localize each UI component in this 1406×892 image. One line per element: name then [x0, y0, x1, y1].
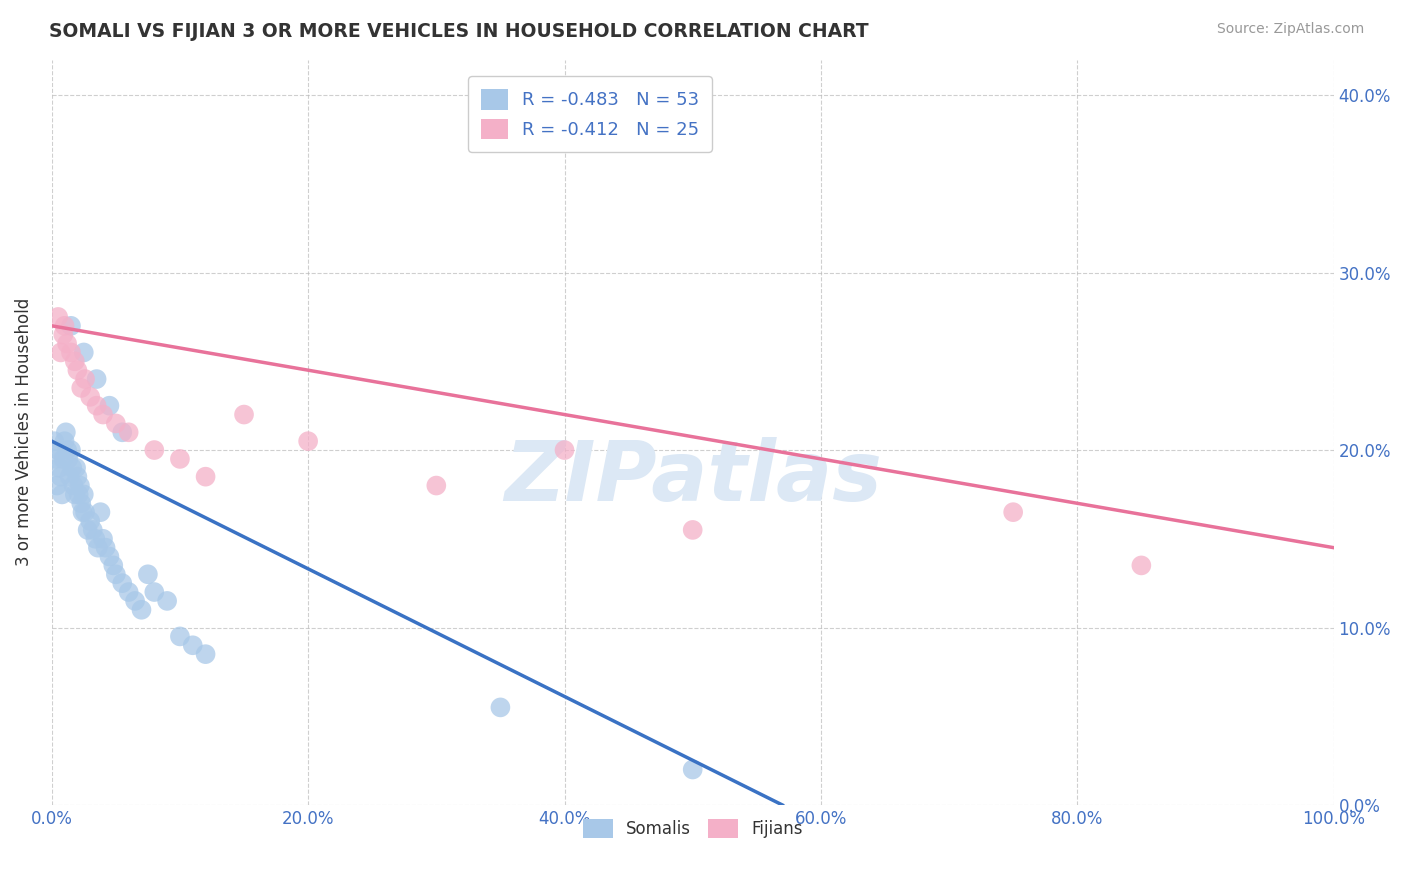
Point: [84, 532, 107, 546]
Point: [98, 549, 121, 564]
Point: [156, 594, 179, 608]
Point: [70, 381, 93, 395]
Y-axis label: 3 or more Vehicles in Household: 3 or more Vehicles in Household: [15, 298, 32, 566]
Point: [73, 345, 96, 359]
Legend: Somalis, Fijians: Somalis, Fijians: [576, 813, 810, 845]
Point: [136, 567, 159, 582]
Point: [59, 443, 82, 458]
Point: [49, 469, 72, 483]
Point: [194, 647, 217, 661]
Point: [69, 478, 91, 492]
Point: [1130, 558, 1153, 573]
Point: [111, 576, 134, 591]
Point: [124, 594, 146, 608]
Point: [194, 469, 217, 483]
Point: [75, 372, 97, 386]
Point: [63, 354, 86, 368]
Point: [72, 505, 94, 519]
Point: [1002, 505, 1025, 519]
Point: [425, 478, 447, 492]
Text: SOMALI VS FIJIAN 3 OR MORE VEHICLES IN HOUSEHOLD CORRELATION CHART: SOMALI VS FIJIAN 3 OR MORE VEHICLES IN H…: [49, 22, 869, 41]
Point: [118, 425, 141, 440]
Point: [63, 487, 86, 501]
Point: [49, 345, 72, 359]
Point: [104, 417, 127, 431]
Point: [181, 638, 204, 652]
Point: [143, 443, 166, 458]
Point: [103, 558, 125, 573]
Point: [131, 603, 153, 617]
Point: [53, 434, 76, 449]
Point: [62, 478, 84, 492]
Point: [59, 469, 82, 483]
Point: [53, 318, 76, 333]
Point: [86, 399, 108, 413]
Point: [46, 443, 69, 458]
Point: [79, 390, 101, 404]
Point: [118, 585, 141, 599]
Point: [297, 434, 319, 449]
Text: ZIPatlas: ZIPatlas: [503, 436, 882, 517]
Point: [76, 523, 98, 537]
Point: [91, 532, 114, 546]
Point: [73, 487, 96, 501]
Point: [65, 460, 87, 475]
Point: [87, 541, 110, 555]
Point: [233, 408, 256, 422]
Point: [111, 425, 134, 440]
Point: [75, 505, 97, 519]
Point: [59, 318, 82, 333]
Point: [51, 487, 73, 501]
Point: [58, 451, 80, 466]
Point: [82, 523, 104, 537]
Point: [48, 460, 70, 475]
Point: [98, 399, 121, 413]
Point: [67, 487, 90, 501]
Point: [169, 451, 191, 466]
Text: Source: ZipAtlas.com: Source: ZipAtlas.com: [1216, 22, 1364, 37]
Point: [52, 451, 75, 466]
Point: [66, 469, 89, 483]
Point: [52, 327, 75, 342]
Point: [682, 523, 704, 537]
Point: [44, 434, 66, 449]
Point: [66, 363, 89, 377]
Point: [91, 408, 114, 422]
Point: [56, 443, 79, 458]
Point: [143, 585, 166, 599]
Point: [104, 567, 127, 582]
Point: [94, 541, 117, 555]
Point: [169, 629, 191, 643]
Point: [682, 763, 704, 777]
Point: [79, 514, 101, 528]
Point: [89, 505, 111, 519]
Point: [60, 460, 83, 475]
Point: [86, 372, 108, 386]
Point: [55, 425, 77, 440]
Point: [56, 336, 79, 351]
Point: [46, 310, 69, 324]
Point: [553, 443, 575, 458]
Point: [45, 451, 67, 466]
Point: [489, 700, 512, 714]
Point: [70, 496, 93, 510]
Point: [45, 478, 67, 492]
Point: [59, 345, 82, 359]
